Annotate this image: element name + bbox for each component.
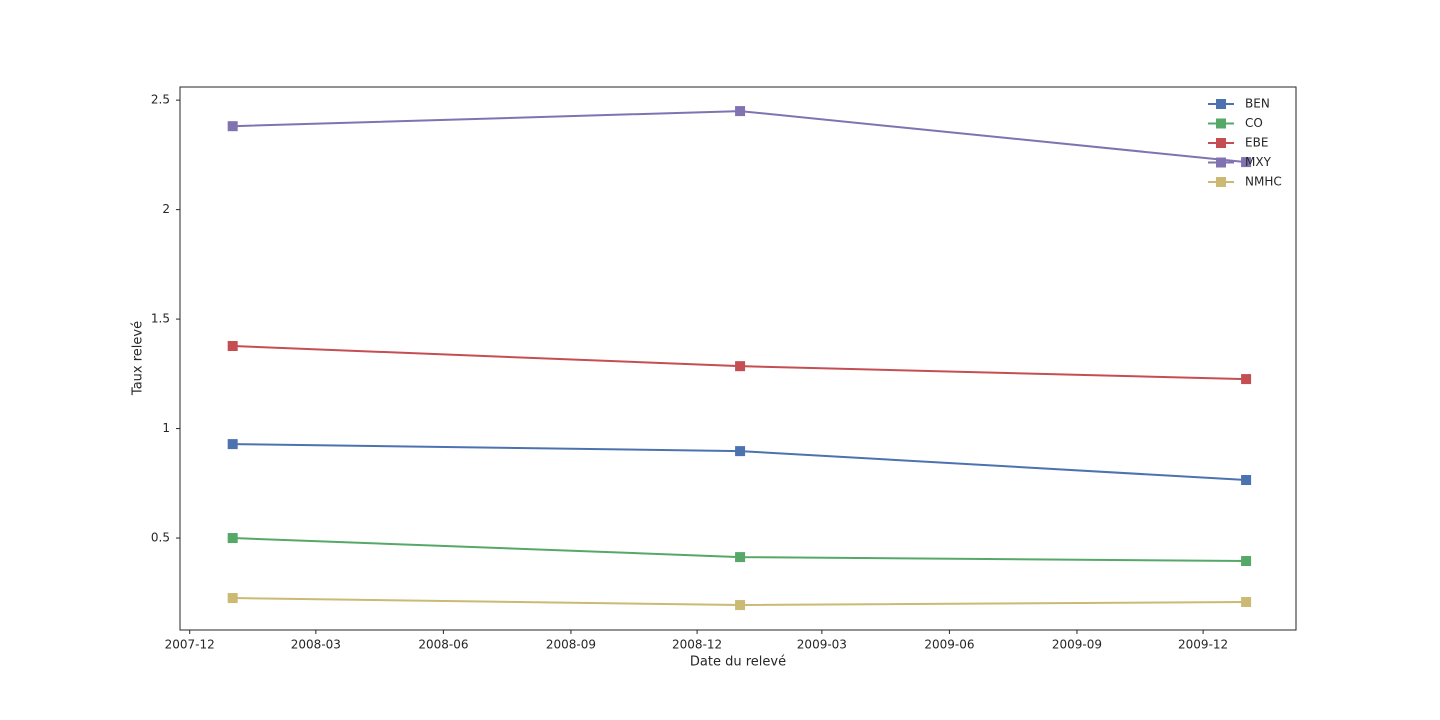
legend-marker xyxy=(1216,118,1226,129)
x-tick-label: 2009-06 xyxy=(924,638,974,652)
point-marker xyxy=(1241,556,1252,567)
point-marker xyxy=(227,593,238,604)
x-tick-label: 2008-09 xyxy=(546,638,596,652)
x-tick-label: 2009-12 xyxy=(1178,638,1228,652)
point-marker xyxy=(735,446,746,457)
y-tick-label: 1.5 xyxy=(151,312,170,326)
point-marker xyxy=(1241,157,1252,168)
point-marker xyxy=(1241,475,1252,486)
legend-marker xyxy=(1216,157,1226,168)
y-tick-label: 2 xyxy=(162,202,170,216)
legend-label: CO xyxy=(1245,116,1263,130)
point-marker xyxy=(1241,374,1252,385)
x-tick-label: 2008-12 xyxy=(672,638,722,652)
point-marker xyxy=(227,533,238,544)
x-tick-label: 2009-09 xyxy=(1052,638,1102,652)
legend-label: BEN xyxy=(1245,97,1270,111)
plot-frame xyxy=(179,86,1297,631)
y-axis-label: Taux relevé xyxy=(131,321,146,396)
y-tick-label: 0.5 xyxy=(151,531,170,545)
point-marker xyxy=(1241,596,1252,607)
x-tick-label: 2007-12 xyxy=(165,638,215,652)
point-marker xyxy=(227,341,238,352)
y-tick-label: 2.5 xyxy=(151,93,170,107)
legend-label: EBE xyxy=(1245,136,1268,150)
legend-label: NMHC xyxy=(1245,175,1282,189)
point-marker xyxy=(735,552,746,563)
y-tick-label: 1 xyxy=(162,421,170,435)
point-marker xyxy=(735,106,746,117)
point-marker xyxy=(227,439,238,450)
legend-label: MXY xyxy=(1245,155,1272,169)
legend-marker xyxy=(1216,99,1226,109)
x-tick-label: 2008-06 xyxy=(418,638,468,652)
x-tick-label: 2009-03 xyxy=(797,638,847,652)
point-marker xyxy=(227,121,238,132)
x-axis-label: Date du relevé xyxy=(690,655,786,670)
legend-marker xyxy=(1216,138,1226,148)
x-tick-label: 2008-03 xyxy=(291,638,341,652)
point-marker xyxy=(735,361,746,372)
legend-marker xyxy=(1216,177,1226,187)
point-marker xyxy=(735,600,746,611)
